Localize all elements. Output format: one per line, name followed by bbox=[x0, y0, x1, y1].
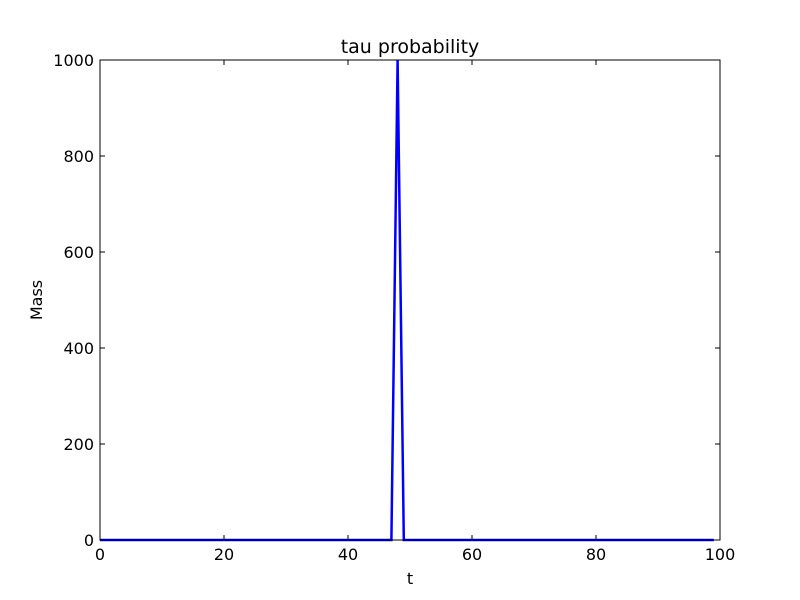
y-tick-label: 400 bbox=[63, 339, 94, 358]
chart-title: tau probability bbox=[341, 36, 480, 58]
y-tick-label: 800 bbox=[63, 147, 94, 166]
y-axis-label: Mass bbox=[27, 280, 46, 320]
y-tick-label: 200 bbox=[63, 435, 94, 454]
y-tick-label: 1000 bbox=[53, 51, 94, 70]
y-tick-label: 0 bbox=[84, 531, 94, 550]
y-tick-label: 600 bbox=[63, 243, 94, 262]
x-axis-label: t bbox=[407, 569, 413, 588]
x-tick-label: 40 bbox=[338, 545, 358, 564]
x-tick-label: 20 bbox=[214, 545, 234, 564]
x-tick-label: 100 bbox=[705, 545, 736, 564]
x-tick-label: 60 bbox=[462, 545, 482, 564]
plot-frame bbox=[99, 59, 721, 541]
x-tick-label: 0 bbox=[95, 545, 105, 564]
x-tick-label: 80 bbox=[586, 545, 606, 564]
plot-area bbox=[100, 60, 720, 540]
